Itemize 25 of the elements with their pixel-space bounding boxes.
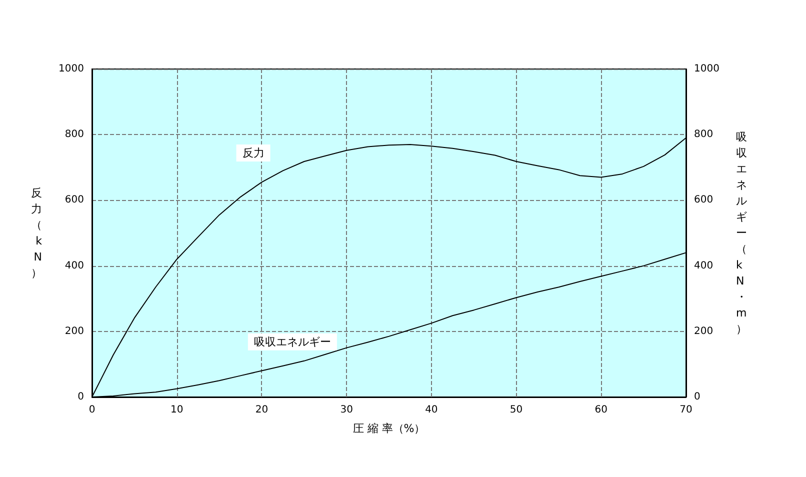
x-tick-label: 0	[88, 404, 96, 416]
y-tick-label: 400	[64, 260, 84, 272]
text: 吸収エネルギー（kN・m）	[736, 130, 747, 336]
y-tick-label: 0	[78, 392, 84, 402]
y-axis-title: 反力（kN）	[31, 186, 43, 280]
x-tick-label: 30	[340, 404, 353, 416]
y-tick-label: 800	[64, 129, 84, 140]
series-label: 反力	[242, 146, 264, 160]
y2-tick-label: 1000	[694, 64, 720, 74]
x-tick-label: 20	[255, 404, 268, 416]
x-tick-label: 60	[594, 404, 608, 416]
series-label: 吸収エネルギー	[254, 335, 331, 348]
y-tick-label: 200	[64, 326, 84, 337]
x-tick-label: 10	[170, 404, 184, 416]
x-axis-title: 圧 縮 率（%）	[352, 422, 426, 435]
y2-tick-label: 800	[694, 129, 714, 140]
y-tick-label: 1000	[58, 64, 84, 74]
y2-tick-label: 600	[694, 194, 714, 206]
y2-tick-label: 200	[694, 326, 714, 337]
x-tick-label: 50	[510, 404, 523, 416]
y2-tick-label: 400	[694, 260, 714, 272]
x-tick-label: 40	[425, 404, 438, 416]
y-tick-label: 600	[64, 194, 84, 206]
x-tick-label: 70	[680, 404, 692, 416]
y2-tick-label: 0	[694, 392, 700, 402]
